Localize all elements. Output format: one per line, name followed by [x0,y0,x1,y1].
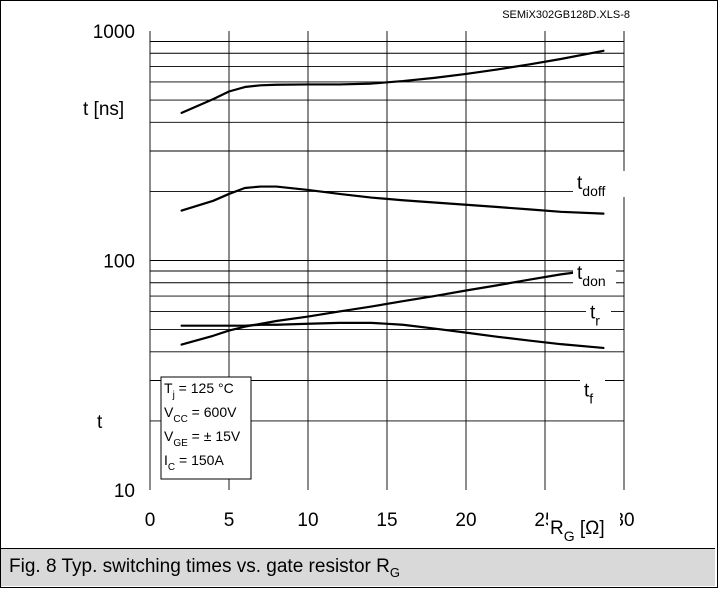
x-tick-label: 10 [297,510,318,531]
source-label: SEMiX302GB128D.XLS-8 [502,9,630,21]
series-label-backing [573,261,616,288]
series-label-backing [573,170,625,197]
condition-line: Tj = 125 °C [164,380,234,401]
x-tick-label: 5 [224,510,235,531]
series-label: tf [584,381,593,407]
x-axis-label: RG [Ω] [550,518,605,544]
condition-line: IC = 150A [164,452,224,473]
series-line-t-r [180,267,605,346]
y-tick-label: 1000 [93,22,135,43]
x-tick-label: 20 [455,510,476,531]
condition-line: VCC = 600V [164,404,237,425]
y-axis-label-lower: t [97,412,103,433]
series-label: tdon [577,263,606,289]
series-label-backing [586,300,611,327]
caption-subscript: G [389,564,400,580]
series-label-backing [580,378,605,405]
series-line-t-f [180,321,605,350]
series-line-t-doff [180,49,605,114]
y-tick-label: 100 [103,252,135,273]
y-axis-label: t [ns] [83,99,124,120]
x-tick-label: 0 [145,510,156,531]
x-tick-label: 15 [376,510,397,531]
caption-text: Fig. 8 Typ. switching times vs. gate res… [9,556,390,577]
series-line-t-don [180,185,605,215]
series-label: tr [590,302,600,328]
x-axis-label-backing [548,512,620,544]
condition-line: VGE = ± 15V [164,428,241,449]
series-label: tdoff [577,173,605,199]
figure-caption: Fig. 8 Typ. switching times vs. gate res… [1,548,715,586]
y-tick-label: 10 [114,481,135,502]
conditions-box [160,376,252,480]
